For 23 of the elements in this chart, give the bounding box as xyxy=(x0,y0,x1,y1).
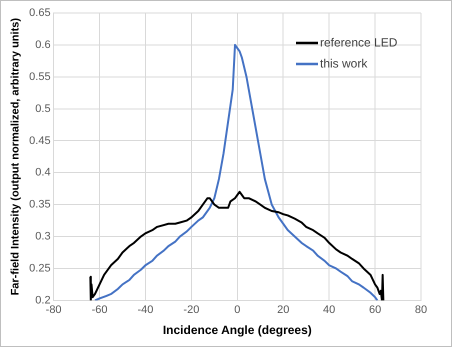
y-tick-label: 0.55 xyxy=(29,70,51,83)
y-tick-label: 0.3 xyxy=(35,230,51,243)
x-tick-label: 20 xyxy=(277,304,290,316)
x-tick-label: -60 xyxy=(92,304,108,316)
x-tick-label: 80 xyxy=(414,304,428,316)
x-tick-label: -80 xyxy=(46,304,62,316)
legend-label: this work xyxy=(320,56,368,70)
y-tick-label: 0.6 xyxy=(35,38,51,51)
x-axis-title: Incidence Angle (degrees) xyxy=(162,323,312,338)
y-tick-label: 0.25 xyxy=(29,262,51,274)
y-tick-label: 0.45 xyxy=(29,134,51,147)
y-axis-title: Far-field Intensity (output normalized, arbitrary units) xyxy=(10,18,22,296)
x-tick-label: 40 xyxy=(323,304,336,316)
x-tick-label: -20 xyxy=(183,304,200,316)
y-tick-label: 0.5 xyxy=(35,102,51,115)
x-tick-label: -40 xyxy=(138,304,154,316)
legend-label: reference LED xyxy=(320,35,398,50)
y-tick-label: 0.4 xyxy=(35,166,51,179)
x-tick-label: 0 xyxy=(234,304,240,316)
y-tick-label: 0.65 xyxy=(29,7,51,20)
y-tick-label: 0.2 xyxy=(35,294,51,306)
y-tick-label: 0.35 xyxy=(29,198,51,211)
x-tick-label: 60 xyxy=(368,304,382,316)
